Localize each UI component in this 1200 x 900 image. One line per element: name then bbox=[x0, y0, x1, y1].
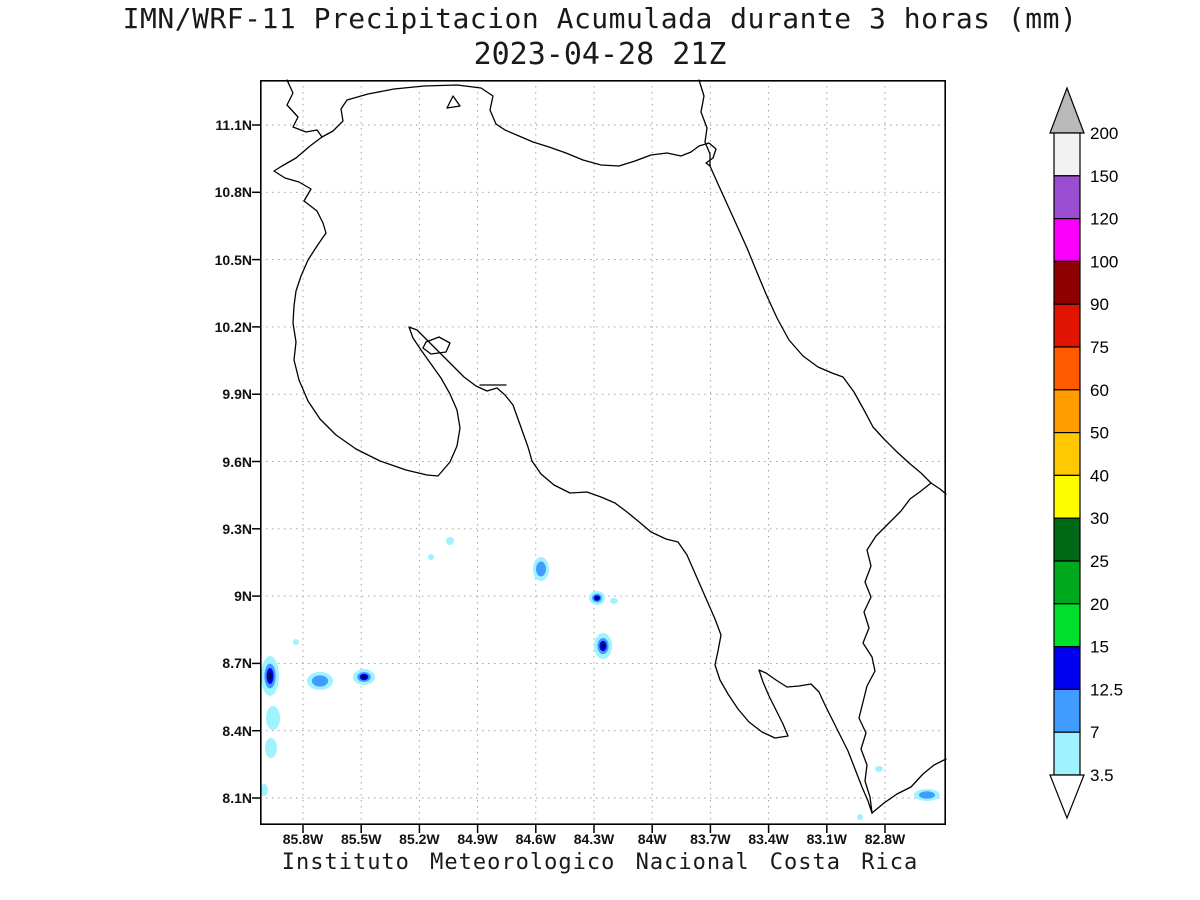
lon-tick-label: 85.5W bbox=[340, 831, 382, 847]
lat-tick-label: 9.9N bbox=[222, 386, 252, 403]
colorbar-level-label: 12.5 bbox=[1090, 680, 1123, 699]
lat-tick-label: 8.1N bbox=[222, 790, 252, 806]
precipitation-cells bbox=[260, 537, 940, 820]
colorbar-level-label: 150 bbox=[1090, 167, 1118, 186]
colorbar-segment bbox=[1053, 218, 1081, 263]
precip-cell bbox=[595, 596, 599, 600]
lat-tick-label: 11.1N bbox=[215, 117, 252, 133]
map-panel: 11.1N 10.8N 10.5N 10.2N 9.9N 9.6N 9.3N 9N 8.7N 8.… bbox=[215, 79, 947, 847]
colorbar-segment bbox=[1053, 560, 1081, 605]
lon-tick-label: 83.1W bbox=[806, 831, 848, 847]
precip-cell bbox=[293, 639, 299, 645]
costa-rica-map bbox=[252, 79, 947, 833]
precip-cell bbox=[918, 791, 936, 799]
chira-island bbox=[422, 336, 451, 355]
lat-tick-label: 10.8N bbox=[214, 184, 252, 201]
coastline-outline bbox=[273, 79, 947, 814]
colorbar-level-label: 120 bbox=[1090, 210, 1118, 229]
precip-cell bbox=[428, 554, 434, 560]
colorbar-level-label: 20 bbox=[1090, 595, 1109, 614]
colorbar-level-label: 90 bbox=[1090, 295, 1109, 314]
ometepe-island bbox=[446, 95, 461, 109]
footer-caption: Instituto Meteorologico Nacional Costa R… bbox=[281, 850, 919, 875]
plot-title: IMN/WRF-11 Precipitacion Acumulada duran… bbox=[0, 2, 1200, 72]
colorbar-segment bbox=[1053, 731, 1081, 776]
colorbar-level-label: 60 bbox=[1090, 381, 1109, 400]
lat-tick-label: 10.5N bbox=[214, 251, 252, 268]
precip-cell bbox=[311, 675, 329, 687]
colorbar-segment bbox=[1053, 132, 1081, 177]
plot-title-line1: IMN/WRF-11 Precipitacion Acumulada duran… bbox=[122, 2, 1078, 35]
nicaragua-border-and-lake-shore bbox=[321, 84, 717, 167]
colorbar-level-label: 30 bbox=[1090, 509, 1109, 528]
colorbar-segment bbox=[1053, 175, 1081, 220]
colorbar-level-label: 15 bbox=[1090, 638, 1109, 657]
lon-tick-label: 85.2W bbox=[399, 831, 440, 847]
lat-tick-label: 9.3N bbox=[222, 520, 252, 537]
precip-cell bbox=[857, 814, 863, 820]
precip-cell bbox=[610, 598, 618, 604]
precip-cell bbox=[536, 561, 546, 577]
grid-lines bbox=[260, 80, 946, 825]
colorbar-segment bbox=[1053, 517, 1081, 562]
panama-pacific-coast bbox=[871, 758, 947, 814]
colorbar-legend: 200 150 120 100 90 75 60 50 40 30 25 20 15 12.5 7 3.5 bbox=[1049, 86, 1194, 828]
lon-tick-label: 84W bbox=[637, 831, 667, 847]
axis-ticks bbox=[252, 124, 886, 833]
colorbar-arrow-above-max bbox=[1049, 86, 1085, 134]
colorbar-level-label: 200 bbox=[1090, 124, 1118, 143]
colorbar-arrow-below-min bbox=[1049, 774, 1085, 820]
colorbar-segment bbox=[1053, 474, 1081, 519]
precip-cell bbox=[266, 706, 280, 730]
colorbar-segment bbox=[1053, 603, 1081, 648]
costa-rica-pacific-coast bbox=[273, 136, 873, 814]
colorbar-level-label: 100 bbox=[1090, 252, 1118, 271]
costa-rica-caribbean-coast bbox=[709, 165, 947, 495]
precip-cell bbox=[265, 738, 277, 758]
lon-tick-label: 84.3W bbox=[573, 831, 615, 847]
colorbar-segment bbox=[1053, 645, 1081, 690]
colorbar-level-label: 7 bbox=[1090, 723, 1099, 742]
lon-tick-label: 84.6W bbox=[515, 831, 557, 847]
precip-cell bbox=[446, 537, 454, 545]
lon-tick-label: 83.7W bbox=[690, 831, 731, 847]
colorbar-scale: 200 150 120 100 90 75 60 50 40 30 25 20 15 12.5 7 3.5 bbox=[1049, 86, 1123, 820]
precip-cell bbox=[601, 643, 605, 649]
lon-tick-label: 82.8W bbox=[864, 831, 906, 847]
panama-border bbox=[858, 482, 932, 814]
colorbar-level-label: 40 bbox=[1090, 466, 1109, 485]
lat-tick-label: 8.7N bbox=[222, 655, 252, 672]
nicaragua-pacific-coast bbox=[286, 79, 323, 138]
plot-title-line2: 2023-04-28 21Z bbox=[473, 37, 727, 72]
precip-cell bbox=[268, 672, 272, 680]
colorbar-segment bbox=[1053, 389, 1081, 434]
lon-tick-label: 84.9W bbox=[457, 831, 498, 847]
nicaragua-caribbean-coast bbox=[698, 79, 711, 167]
colorbar-segment bbox=[1053, 346, 1081, 391]
precip-cell bbox=[875, 766, 883, 772]
colorbar-level-label: 25 bbox=[1090, 552, 1109, 571]
lon-tick-label: 83.4W bbox=[748, 831, 789, 847]
lat-tick-label: 9.6N bbox=[222, 453, 252, 470]
colorbar-level-label: 3.5 bbox=[1090, 766, 1114, 785]
colorbar-level-label: 50 bbox=[1090, 424, 1109, 443]
lat-tick-label: 10.2N bbox=[214, 318, 252, 335]
precip-cell bbox=[361, 675, 367, 679]
colorbar-segment bbox=[1053, 432, 1081, 477]
lon-tick-label: 85.8W bbox=[282, 831, 324, 847]
colorbar-segment bbox=[1053, 260, 1081, 305]
colorbar-segment bbox=[1053, 688, 1081, 733]
lat-tick-label: 8.4N bbox=[222, 722, 252, 739]
precip-cell bbox=[260, 784, 268, 796]
lat-tick-label: 9N bbox=[234, 588, 252, 605]
colorbar-segment bbox=[1053, 303, 1081, 348]
colorbar-level-label: 75 bbox=[1090, 338, 1109, 357]
map-frame bbox=[260, 80, 947, 826]
